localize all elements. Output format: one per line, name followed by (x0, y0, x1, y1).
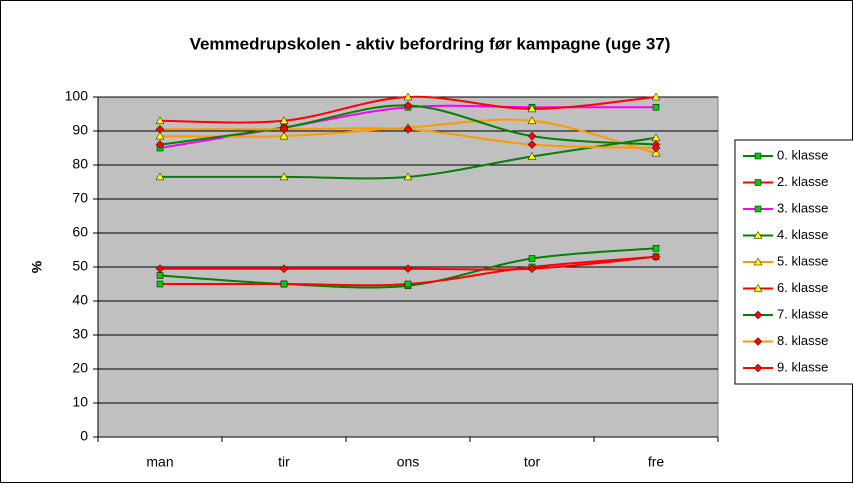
legend-label: 0. klasse (777, 147, 828, 162)
marker (403, 172, 413, 181)
marker (156, 280, 164, 288)
marker (155, 172, 165, 181)
y-tick-label: 80 (72, 156, 88, 172)
legend-label: 5. klasse (777, 253, 828, 268)
marker (279, 172, 289, 181)
marker (527, 116, 537, 125)
marker (651, 143, 661, 153)
marker (280, 280, 288, 288)
marker (403, 101, 413, 110)
marker (527, 104, 537, 113)
marker (753, 310, 763, 320)
x-tick-label: tir (278, 454, 290, 470)
marker (753, 230, 763, 239)
x-tick-label: tor (524, 454, 541, 470)
y-tick-label: 30 (72, 326, 88, 342)
marker (652, 103, 660, 111)
x-tick-label: man (146, 454, 173, 470)
y-tick-label: 60 (72, 224, 88, 240)
marker (156, 272, 164, 279)
y-tick-label: 20 (72, 360, 88, 376)
marker (155, 131, 165, 140)
legend-label: 6. klasse (777, 280, 828, 295)
marker (527, 131, 537, 141)
y-tick-label: 0 (80, 428, 88, 444)
marker (651, 92, 661, 101)
marker (403, 124, 413, 134)
marker (754, 179, 762, 186)
marker (753, 283, 763, 292)
marker (753, 337, 763, 346)
marker (753, 257, 763, 266)
marker (528, 255, 536, 262)
marker (527, 151, 537, 160)
legend-label: 9. klasse (777, 359, 828, 374)
legend-label: 2. klasse (777, 174, 828, 189)
marker (155, 124, 165, 134)
marker (754, 152, 762, 160)
marker (527, 140, 537, 149)
marker (753, 363, 763, 373)
chart-title: Vemmedrupskolen - aktiv befordring før k… (190, 34, 671, 53)
marker (155, 116, 165, 125)
marker (404, 280, 412, 288)
marker (155, 140, 165, 149)
legend-label: 7. klasse (777, 306, 828, 321)
marker (527, 264, 537, 274)
legend-label: 8. klasse (777, 333, 828, 348)
legend-label: 4. klasse (777, 227, 828, 242)
x-tick-label: ons (397, 454, 420, 470)
marker (652, 245, 660, 252)
y-tick-label: 50 (72, 258, 88, 274)
legend-label: 3. klasse (777, 200, 828, 215)
y-tick-label: 40 (72, 292, 88, 308)
y-tick-label: 70 (72, 190, 88, 206)
marker (651, 148, 661, 157)
marker (754, 205, 762, 213)
y-tick-label: 90 (72, 122, 88, 138)
marker (403, 92, 413, 101)
marker (279, 264, 289, 274)
x-tick-label: fre (648, 454, 665, 470)
y-tick-label: 10 (72, 394, 88, 410)
y-tick-label: 100 (65, 88, 89, 104)
marker (403, 264, 413, 274)
marker (651, 252, 661, 262)
marker (279, 124, 289, 134)
marker (155, 264, 165, 274)
y-axis-label: % (29, 260, 45, 273)
marker (279, 131, 289, 140)
